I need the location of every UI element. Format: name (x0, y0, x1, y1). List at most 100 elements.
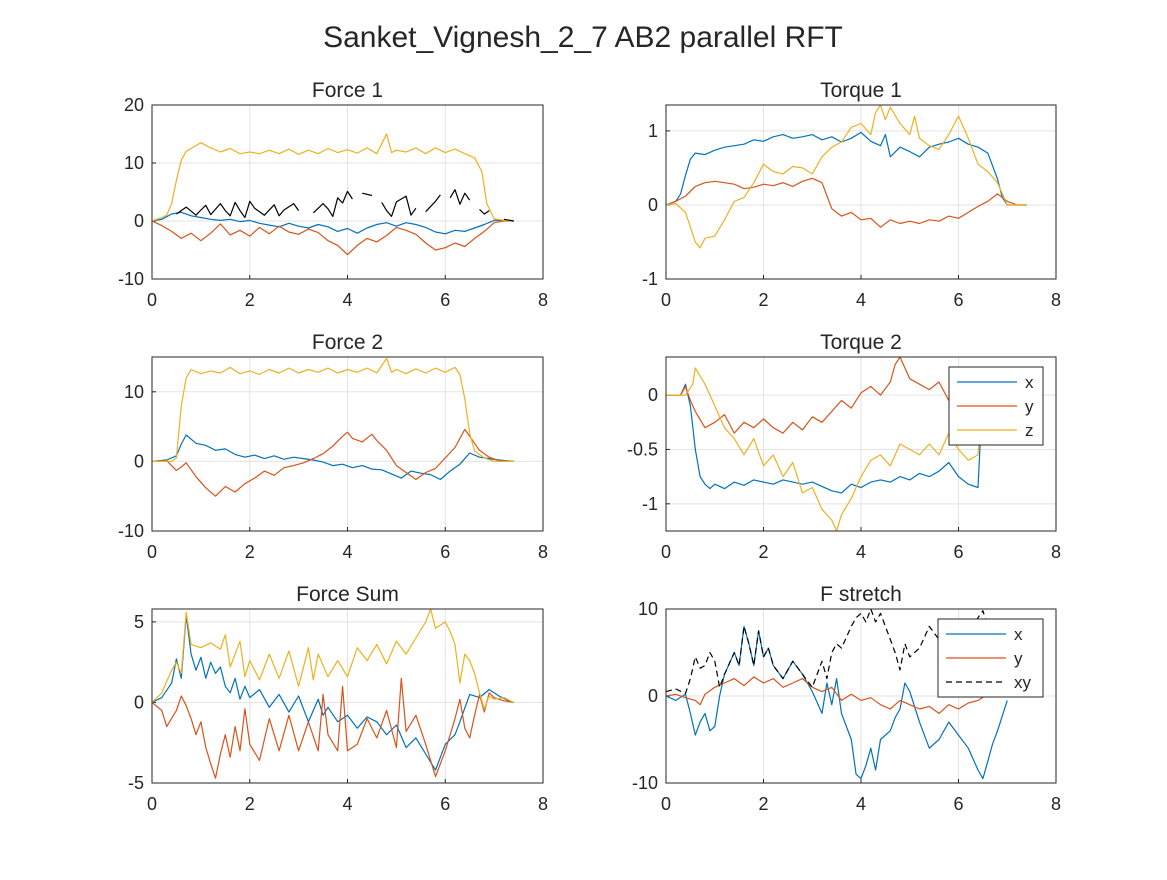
x-tick-label: 2 (245, 542, 255, 562)
series-group (152, 357, 514, 497)
subplot-title: Force Sum (296, 583, 399, 606)
x-tick-label: 8 (1051, 542, 1061, 562)
subplot-title: Force 2 (312, 331, 383, 354)
x-tick-label: 0 (661, 542, 671, 562)
y-tick-label: -10 (118, 521, 144, 541)
x-tick-label: 4 (856, 542, 866, 562)
y-tick-label: 1 (648, 121, 658, 141)
y-tick-label: 0 (134, 692, 144, 712)
subplot-title: Torque 2 (820, 331, 902, 354)
series-group (666, 357, 981, 531)
x-tick-label: 6 (953, 794, 963, 814)
legend: xy xy (937, 618, 1044, 698)
y-tick-label: 10 (638, 599, 658, 619)
series-line-y (152, 220, 514, 256)
x-tick-label: 6 (953, 290, 963, 310)
x-tick-label: 2 (245, 290, 255, 310)
x-tick-label: 6 (440, 290, 450, 310)
x-tick-label: 8 (538, 542, 548, 562)
axes-box (665, 608, 1057, 784)
series-line-y (666, 676, 1008, 714)
x-tick-label: 8 (1051, 290, 1061, 310)
legend-label-y: y (1025, 397, 1034, 416)
axes-box (151, 356, 544, 532)
legend-label-x: x (1014, 625, 1023, 644)
y-tick-label: 0 (134, 451, 144, 471)
axes-box (665, 356, 1057, 532)
x-tick-label: 2 (758, 794, 768, 814)
subplot-title: Torque 1 (820, 79, 902, 102)
figure-title: Sanket_Vignesh_2_7 AB2 parallel RFT (323, 21, 843, 54)
grid-lines (152, 357, 543, 531)
axes-box (665, 104, 1057, 280)
subplot-torque2: 0 2 4 6 8 -1 -0.5 0 Torque 2 xyz (627, 331, 1061, 562)
series-line-x (666, 625, 1008, 780)
series-line-z (666, 367, 981, 531)
series-line-x (666, 383, 981, 494)
x-tick-label: 4 (856, 794, 866, 814)
x-tick-label: 2 (758, 290, 768, 310)
series-line-x (152, 614, 514, 771)
subplot-title: Force 1 (312, 79, 383, 102)
y-tick-label: 5 (134, 612, 144, 632)
y-tick-label: 0 (648, 385, 658, 405)
x-tick-label: 6 (440, 542, 450, 562)
y-tick-label: 10 (124, 153, 144, 173)
series-group (152, 609, 514, 779)
series-line-y (666, 177, 1027, 228)
y-tick-label: -5 (128, 773, 144, 793)
x-tick-label: 0 (661, 794, 671, 814)
series-line-z (666, 105, 1027, 249)
series-line-y (152, 428, 514, 497)
x-tick-label: 6 (440, 794, 450, 814)
y-tick-label: -1 (642, 494, 658, 514)
y-tick-label: -10 (118, 269, 144, 289)
x-tick-label: 6 (953, 542, 963, 562)
y-tick-label: -0.5 (627, 439, 658, 459)
y-tick-label: -10 (632, 773, 658, 793)
x-tick-label: 4 (342, 542, 352, 562)
x-tick-label: 0 (147, 794, 157, 814)
x-tick-label: 2 (758, 542, 768, 562)
series-line-x (152, 211, 514, 235)
y-tick-label: 0 (648, 686, 658, 706)
x-tick-label: 8 (1051, 794, 1061, 814)
x-tick-label: 2 (245, 794, 255, 814)
series-line-x (152, 434, 514, 481)
series-line-z (152, 357, 514, 462)
x-tick-label: 4 (342, 794, 352, 814)
legend-label-x: x (1025, 373, 1034, 392)
grid-lines (666, 105, 1056, 279)
legend-label-xy: xy (1014, 673, 1032, 692)
series-line-z (152, 133, 514, 222)
series-line-y (152, 677, 514, 779)
y-tick-label: 20 (124, 95, 144, 115)
x-tick-label: 0 (147, 542, 157, 562)
legend: xyz (948, 366, 1044, 446)
series-group (666, 105, 1027, 249)
x-tick-label: 8 (538, 290, 548, 310)
series-line-y (666, 357, 981, 434)
series-group (152, 133, 514, 256)
x-tick-label: 4 (342, 290, 352, 310)
axes-box (151, 104, 544, 280)
x-tick-label: 4 (856, 290, 866, 310)
series-line-z (152, 609, 514, 710)
subplot-title: F stretch (820, 583, 902, 606)
legend-label-z: z (1025, 421, 1034, 440)
series-line-xy (176, 189, 514, 222)
y-tick-label: 0 (134, 211, 144, 231)
y-tick-label: 10 (124, 382, 144, 402)
axes-box (151, 608, 544, 784)
x-tick-label: 8 (538, 794, 548, 814)
legend-label-y: y (1014, 649, 1023, 668)
y-tick-label: -1 (642, 269, 658, 289)
